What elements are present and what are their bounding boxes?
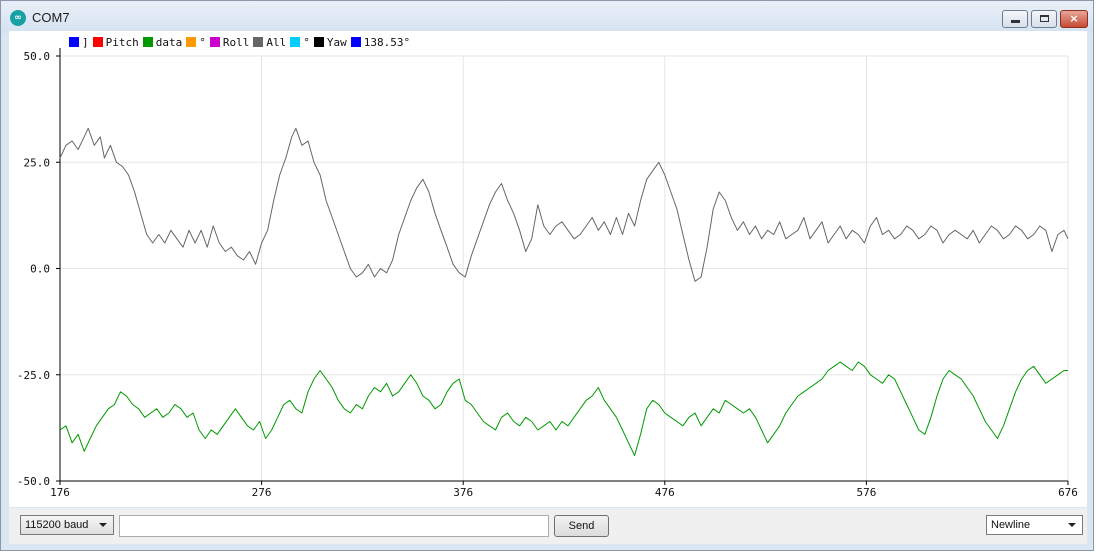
close-button[interactable]: × bbox=[1060, 10, 1088, 28]
series-line-1 bbox=[59, 361, 1068, 456]
legend-item: data bbox=[142, 35, 183, 49]
y-tick-label: -50.0 bbox=[17, 475, 50, 488]
baud-rate-value: 115200 baud bbox=[25, 519, 89, 531]
x-tick-label: 376 bbox=[453, 486, 473, 499]
arduino-app-icon: ∞ bbox=[10, 10, 26, 26]
legend-label: Yaw bbox=[326, 35, 347, 49]
legend-swatch bbox=[209, 37, 220, 47]
legend-item: ] bbox=[69, 36, 89, 49]
maximize-icon bbox=[1040, 15, 1049, 22]
x-tick-label: 676 bbox=[1058, 486, 1078, 499]
maximize-button[interactable] bbox=[1031, 10, 1057, 28]
line-ending-value: Newline bbox=[991, 519, 1031, 531]
minimize-icon bbox=[1011, 20, 1020, 23]
legend-swatch bbox=[186, 37, 197, 47]
baud-rate-select[interactable]: 115200 baud bbox=[20, 515, 114, 535]
title-bar[interactable]: ∞ COM7 × bbox=[1, 1, 1093, 33]
legend-label: data bbox=[155, 35, 183, 49]
legend-item: Roll bbox=[209, 35, 250, 49]
series-line-0 bbox=[59, 127, 1069, 282]
legend-item: Pitch bbox=[92, 35, 139, 49]
minimize-button[interactable] bbox=[1002, 10, 1028, 28]
legend-swatch bbox=[142, 37, 153, 47]
legend-swatch bbox=[313, 37, 324, 47]
bottom-toolbar: 115200 baud Send Newline bbox=[9, 508, 1087, 544]
legend-swatch bbox=[253, 37, 264, 47]
legend-item: ° bbox=[290, 36, 310, 49]
legend-label: ] bbox=[82, 35, 89, 49]
y-tick-label: 0.0 bbox=[30, 263, 50, 276]
y-tick-label: 25.0 bbox=[24, 156, 51, 169]
chart-legend: ] Pitch data ° Roll All ° Yaw 138.53° bbox=[69, 35, 414, 49]
legend-label: All bbox=[266, 35, 287, 49]
send-button[interactable]: Send bbox=[554, 515, 609, 537]
x-tick-label: 276 bbox=[252, 486, 272, 499]
chevron-down-icon bbox=[99, 523, 107, 527]
close-icon: × bbox=[1069, 12, 1079, 25]
legend-item: All bbox=[253, 36, 286, 49]
legend-item: Yaw bbox=[313, 35, 347, 49]
chevron-down-icon bbox=[1068, 523, 1076, 527]
legend-swatch bbox=[290, 37, 301, 47]
window-title: COM7 bbox=[32, 10, 70, 25]
x-tick-label: 476 bbox=[655, 486, 675, 499]
legend-label: 138.53° bbox=[363, 35, 411, 49]
legend-swatch bbox=[350, 37, 361, 47]
x-tick-label: 576 bbox=[856, 486, 876, 499]
legend-label: Pitch bbox=[105, 35, 139, 49]
legend-item: ° bbox=[186, 36, 206, 49]
legend-label: ° bbox=[199, 35, 206, 49]
legend-item: 138.53° bbox=[350, 35, 411, 49]
y-tick-label: 50.0 bbox=[24, 50, 51, 63]
plot-area: 50.0 25.0 0.0 -25.0 -50.0 176 276 376 476 576 676 … bbox=[9, 31, 1087, 507]
line-ending-select[interactable]: Newline bbox=[986, 515, 1083, 535]
y-tick-label: -25.0 bbox=[17, 369, 50, 382]
legend-label: Roll bbox=[222, 35, 250, 49]
x-tick-label: 176 bbox=[50, 486, 70, 499]
legend-swatch bbox=[92, 37, 103, 47]
legend-label: ° bbox=[303, 35, 310, 49]
serial-input[interactable] bbox=[119, 515, 549, 537]
legend-swatch bbox=[69, 37, 79, 47]
